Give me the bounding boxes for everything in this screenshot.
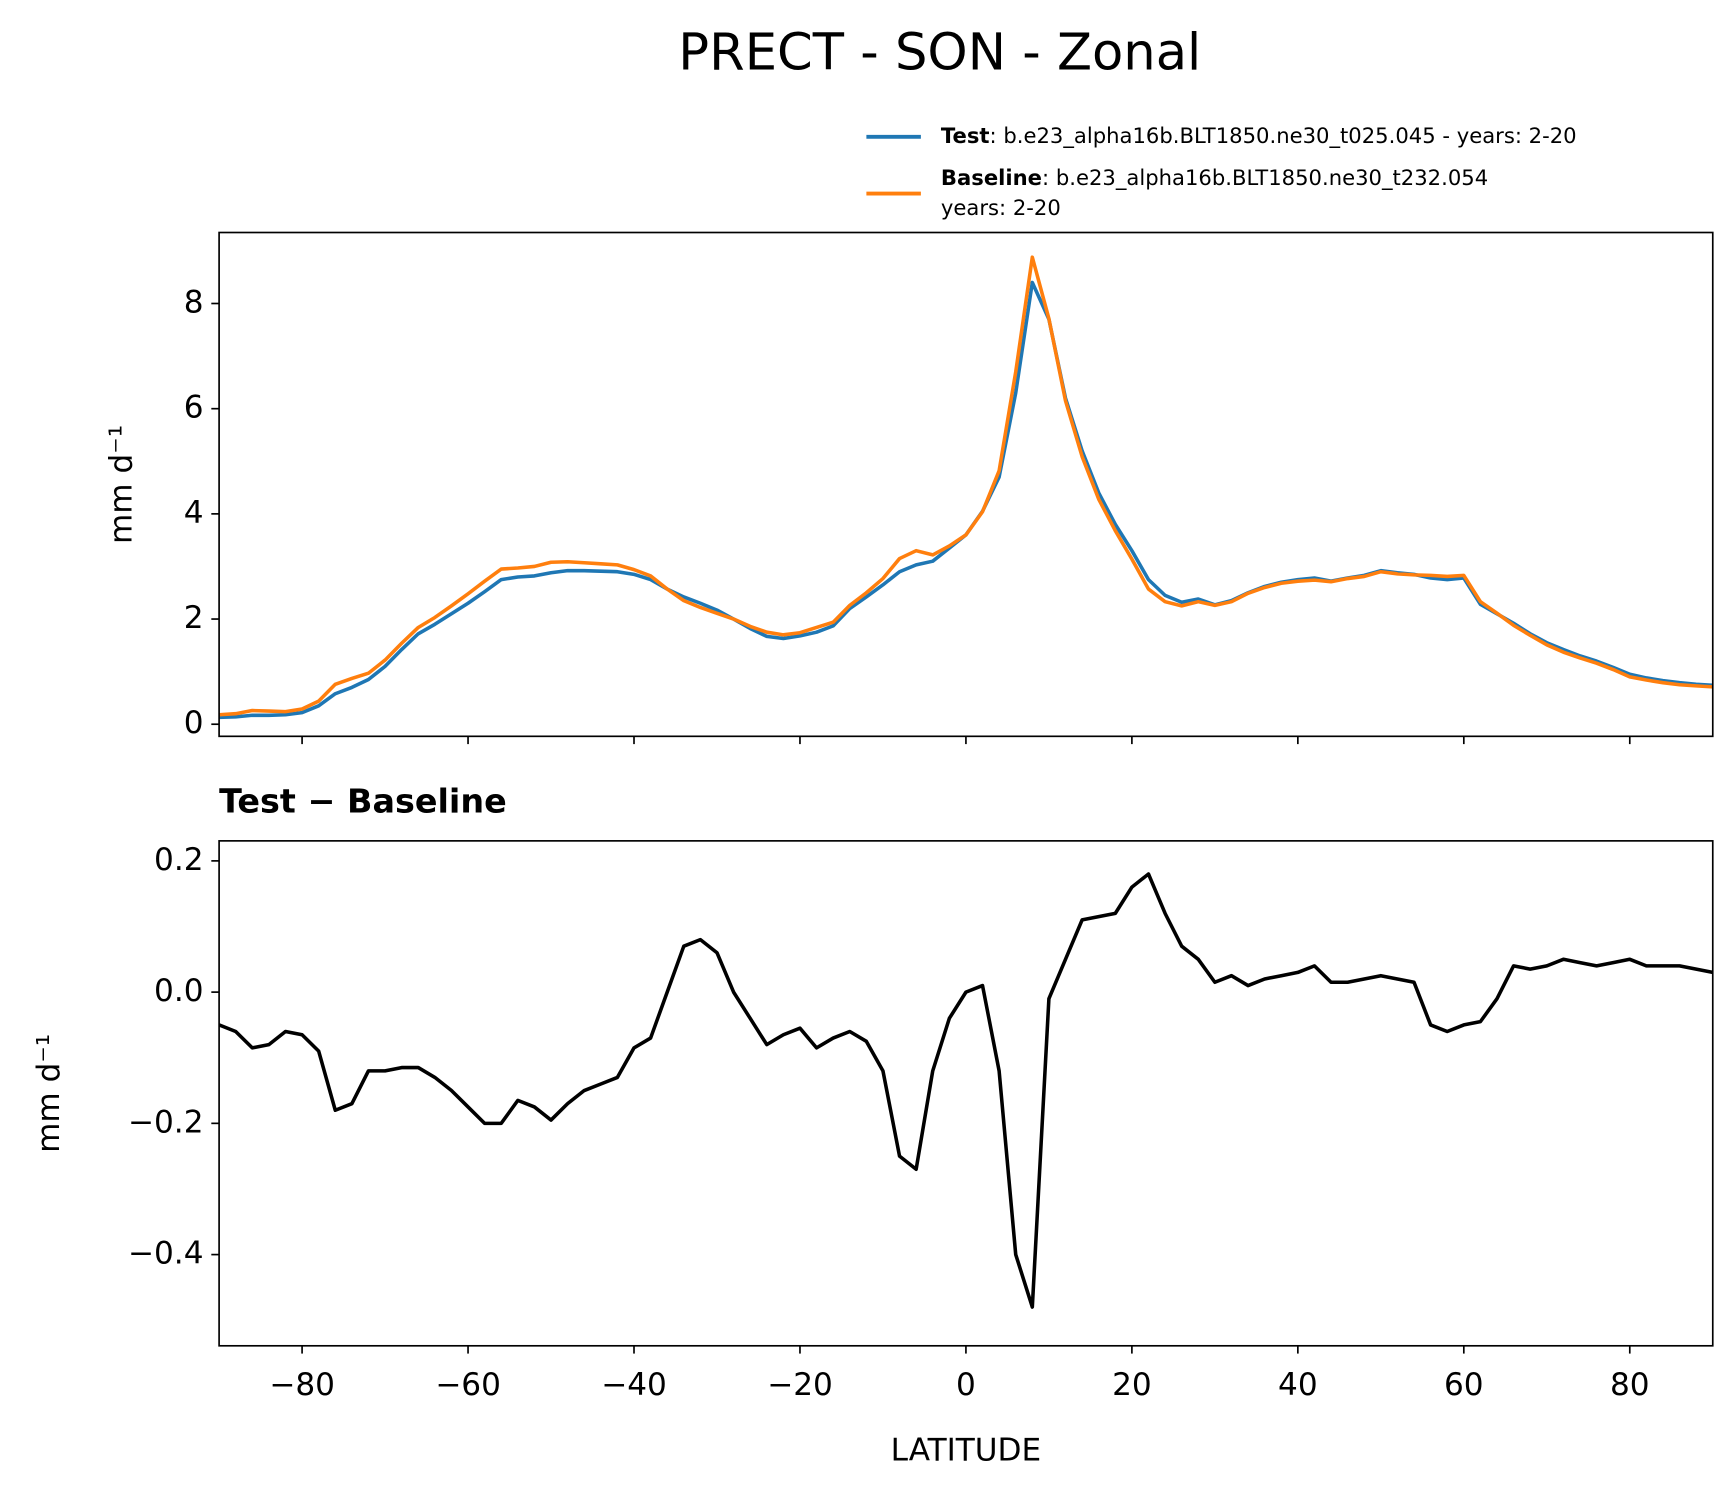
x-axis-label: LATITUDE bbox=[891, 1432, 1042, 1468]
plot-frame bbox=[218, 840, 1714, 1347]
data-line bbox=[219, 280, 1713, 720]
legend-name: Test bbox=[941, 123, 990, 148]
x-tick-label: 0 bbox=[956, 1367, 976, 1403]
x-tick-label: −60 bbox=[435, 1367, 501, 1403]
x-tick-label: 60 bbox=[1444, 1367, 1484, 1403]
subplot-title: Test − Baseline bbox=[219, 782, 507, 821]
y-tick-label: 2 bbox=[184, 600, 204, 636]
x-tick-label: −80 bbox=[269, 1367, 335, 1403]
legend-description: : b.e23_alpha16b.BLT1850.ne30_t232.054 bbox=[1042, 165, 1488, 191]
x-tick-label: 20 bbox=[1112, 1367, 1152, 1403]
y-tick-label: −0.2 bbox=[128, 1104, 204, 1140]
legend-name: Baseline bbox=[941, 165, 1042, 190]
y-tick-label: 0.2 bbox=[154, 842, 203, 878]
y-tick-label: 6 bbox=[184, 390, 204, 426]
legend-label: Test: b.e23_alpha16b.BLT1850.ne30_t025.0… bbox=[941, 123, 1577, 149]
y-tick-label: −0.4 bbox=[128, 1236, 204, 1272]
plot-frame bbox=[218, 231, 1714, 738]
y-tick-label: 0.0 bbox=[154, 973, 203, 1009]
chart-title: PRECT - SON - Zonal bbox=[678, 24, 1201, 83]
legend-description: : b.e23_alpha16b.BLT1850.ne30_t025.045 -… bbox=[990, 123, 1577, 149]
x-tick-label: 40 bbox=[1278, 1367, 1318, 1403]
y-tick-label: 8 bbox=[184, 285, 204, 321]
y-tick-label: 0 bbox=[184, 705, 204, 741]
y-tick-label: 4 bbox=[184, 495, 204, 531]
x-tick-label: −40 bbox=[601, 1367, 667, 1403]
y-axis-label: mm d⁻¹ bbox=[103, 425, 139, 544]
legend-label: Baseline: b.e23_alpha16b.BLT1850.ne30_t2… bbox=[941, 165, 1488, 191]
data-line bbox=[219, 872, 1713, 1309]
y-axis-label: mm d⁻¹ bbox=[31, 1034, 67, 1153]
legend-description: years: 2-20 bbox=[941, 195, 1061, 220]
x-tick-label: −20 bbox=[767, 1367, 833, 1403]
x-tick-label: 80 bbox=[1610, 1367, 1650, 1403]
data-line bbox=[219, 255, 1713, 717]
